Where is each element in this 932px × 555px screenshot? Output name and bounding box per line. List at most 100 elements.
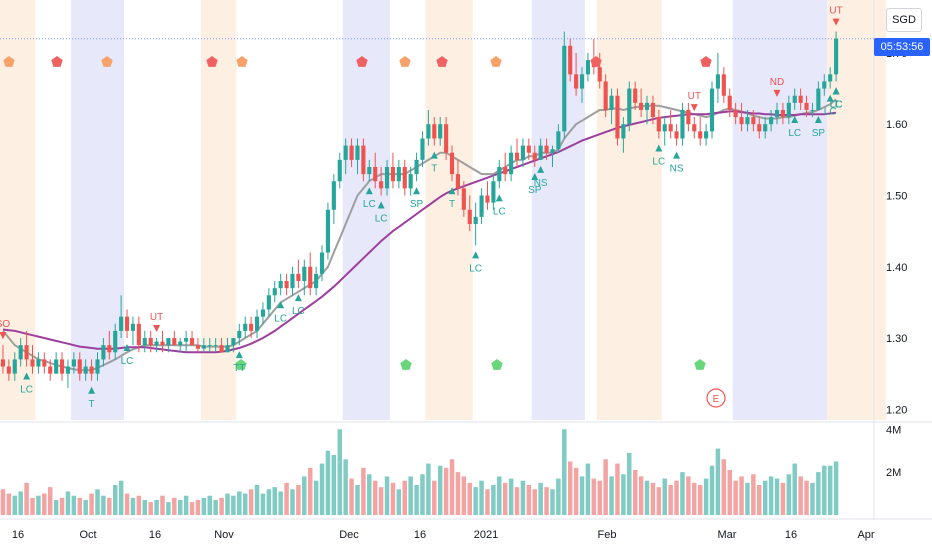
volume-bar bbox=[343, 459, 348, 515]
volume-bar bbox=[514, 487, 520, 515]
candle-body bbox=[692, 124, 697, 132]
candle bbox=[485, 181, 490, 210]
candle bbox=[585, 52, 590, 82]
candle bbox=[379, 166, 384, 196]
candle-body bbox=[195, 345, 201, 349]
candle-body bbox=[142, 338, 147, 346]
volume-bar bbox=[319, 463, 325, 515]
candle bbox=[71, 352, 76, 374]
candle-body bbox=[739, 117, 744, 125]
signal-label: T bbox=[449, 199, 455, 210]
candle bbox=[609, 88, 614, 125]
shading-band bbox=[200, 0, 237, 420]
candle bbox=[562, 31, 567, 139]
candle-body bbox=[715, 74, 720, 89]
volume-bar bbox=[89, 493, 94, 515]
volume-bar bbox=[703, 478, 709, 515]
volume-bar bbox=[762, 480, 768, 515]
volume-bar bbox=[296, 485, 301, 515]
candle bbox=[455, 159, 460, 196]
signal-marker: T bbox=[88, 386, 96, 410]
candle-body bbox=[349, 145, 354, 160]
volume-bar bbox=[367, 474, 372, 515]
signal-triangle bbox=[472, 251, 480, 259]
candle bbox=[89, 359, 94, 381]
candle bbox=[568, 38, 573, 82]
candle bbox=[384, 159, 390, 196]
volume-bar bbox=[668, 485, 673, 515]
candle bbox=[497, 159, 502, 189]
candle-body bbox=[514, 152, 520, 160]
volume-bar bbox=[42, 493, 47, 515]
volume-bar bbox=[485, 489, 490, 515]
candle bbox=[467, 195, 472, 232]
candle-body bbox=[207, 345, 212, 347]
candle-body bbox=[680, 109, 685, 139]
volume-bar bbox=[189, 502, 195, 515]
signal-label: LC bbox=[652, 156, 665, 167]
candle-body bbox=[414, 159, 419, 175]
candle-body bbox=[124, 316, 130, 331]
volume-bar bbox=[12, 495, 18, 515]
currency-button[interactable]: SGD bbox=[886, 8, 922, 32]
candle bbox=[207, 338, 212, 353]
candle-body bbox=[579, 74, 585, 89]
candle-body bbox=[633, 88, 638, 103]
candle bbox=[461, 181, 466, 217]
candle bbox=[30, 345, 35, 374]
candle-body bbox=[709, 88, 715, 132]
signal-triangle bbox=[791, 115, 799, 123]
candle-body bbox=[497, 166, 502, 182]
volume-bar bbox=[177, 500, 183, 515]
candle-body bbox=[355, 145, 360, 160]
candle-body bbox=[325, 209, 331, 253]
candle-body bbox=[189, 338, 195, 346]
candle-body bbox=[184, 338, 189, 342]
candle bbox=[302, 259, 307, 296]
volume-bar bbox=[101, 495, 106, 515]
candle bbox=[77, 352, 82, 381]
signal-triangle bbox=[826, 94, 834, 102]
volume-bar bbox=[207, 495, 213, 515]
candle-body bbox=[278, 281, 283, 289]
candle bbox=[308, 252, 313, 296]
signal-marker: SP bbox=[410, 187, 424, 210]
time-tick-label: Oct bbox=[79, 529, 96, 541]
candle bbox=[798, 88, 803, 110]
volume-bar bbox=[402, 480, 407, 515]
candle bbox=[520, 138, 525, 167]
candle bbox=[503, 152, 508, 182]
volume-bar bbox=[627, 452, 632, 515]
volume-bar bbox=[361, 467, 366, 515]
volume-bar bbox=[432, 480, 437, 515]
volume-bar bbox=[709, 465, 715, 515]
candle-body bbox=[296, 273, 301, 282]
candle bbox=[59, 352, 65, 381]
volume-bar bbox=[142, 500, 148, 515]
shading-band bbox=[425, 0, 473, 420]
volume-bar bbox=[550, 489, 555, 515]
candle-body bbox=[792, 95, 797, 103]
volume-bar bbox=[810, 482, 815, 515]
time-tick-label: 16 bbox=[414, 529, 426, 541]
volume-bar bbox=[733, 480, 738, 515]
volume-bar bbox=[254, 485, 260, 515]
signal-label: LC bbox=[788, 128, 801, 139]
candle-body bbox=[113, 330, 118, 353]
candle-body bbox=[331, 181, 336, 210]
signal-marker: LC bbox=[652, 144, 665, 167]
candle-body bbox=[201, 345, 206, 349]
candle-body bbox=[769, 117, 774, 125]
volume-bar bbox=[107, 497, 112, 515]
candle-body bbox=[544, 145, 549, 153]
candle-body bbox=[402, 166, 407, 189]
volume-bar bbox=[473, 487, 478, 515]
candle bbox=[42, 352, 47, 374]
candle-body bbox=[503, 166, 508, 175]
signal-label: LC bbox=[375, 213, 388, 224]
candle-body bbox=[727, 95, 732, 110]
volume-bar bbox=[573, 467, 579, 515]
candle bbox=[739, 102, 744, 132]
